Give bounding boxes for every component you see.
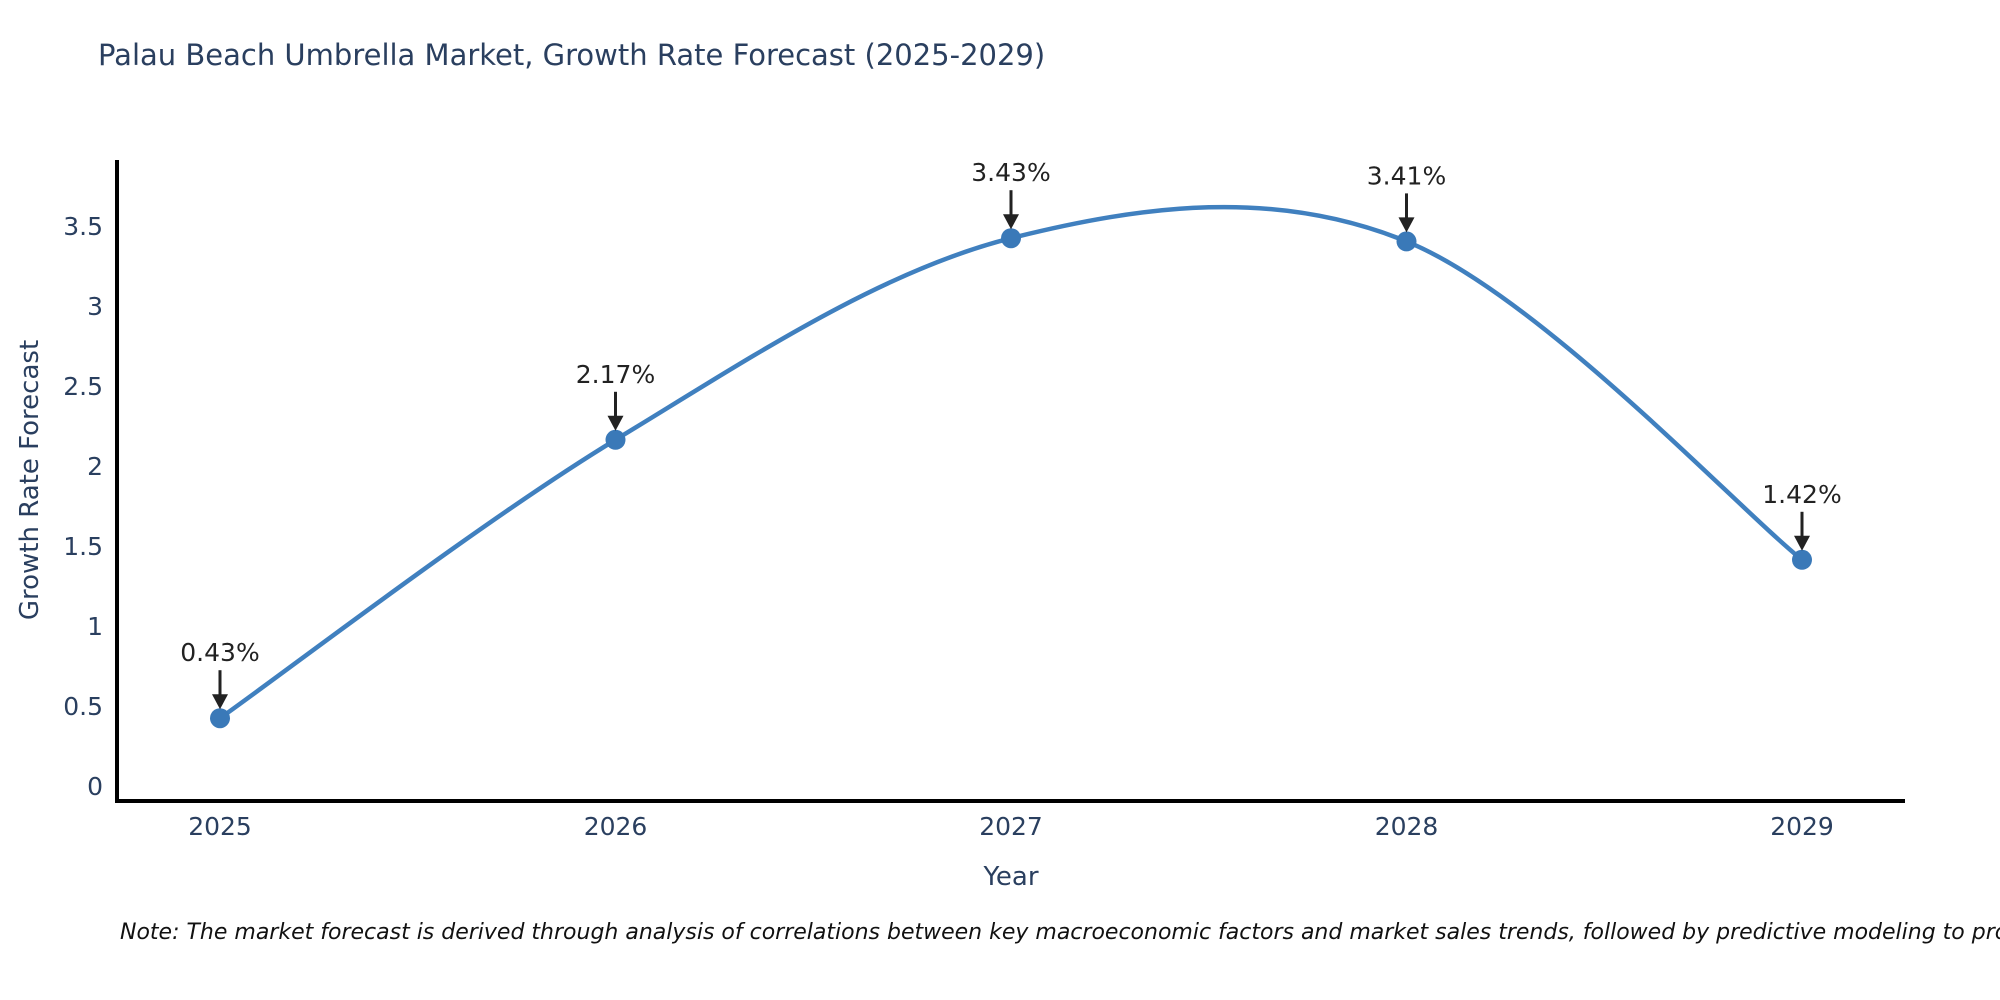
y-tick-label: 0 [87,772,103,801]
data-point-marker [1396,231,1417,252]
y-tick-label: 1.5 [63,532,103,561]
x-tick-label: 2029 [1770,812,1834,841]
point-annotation: 3.43% [971,158,1050,187]
y-tick-label: 2 [87,452,103,481]
point-annotation: 2.17% [576,360,655,389]
y-tick-label: 3 [87,292,103,321]
data-point-marker [210,708,230,729]
y-tick-label: 1 [87,612,103,641]
annotation-arrowhead [607,415,624,431]
annotation-arrowhead [1398,217,1415,233]
chart-title: Palau Beach Umbrella Market, Growth Rate… [98,38,1046,72]
data-point-marker [1792,549,1812,570]
y-tick-label: 3.5 [63,212,103,241]
y-axis-label: Growth Rate Forecast [15,339,45,621]
x-tick-label: 2027 [979,812,1043,841]
x-tick-label: 2028 [1375,812,1439,841]
x-axis-label: Year [983,862,1039,892]
point-annotation: 1.42% [1762,480,1841,509]
data-point-marker [1001,228,1021,249]
x-tick-label: 2026 [584,812,648,841]
annotation-arrowhead [212,694,228,710]
trend-line [217,204,1805,721]
point-annotation: 3.41% [1367,161,1446,190]
data-point-marker [605,429,626,450]
footnote: Note: The market forecast is derived thr… [120,920,2000,945]
point-annotation: 0.43% [180,638,259,667]
annotation-arrowhead [1003,214,1019,230]
y-tick-label: 2.5 [63,372,103,401]
y-tick-label: 0.5 [63,692,103,721]
x-tick-label: 2025 [188,812,252,841]
annotation-arrowhead [1794,535,1810,551]
